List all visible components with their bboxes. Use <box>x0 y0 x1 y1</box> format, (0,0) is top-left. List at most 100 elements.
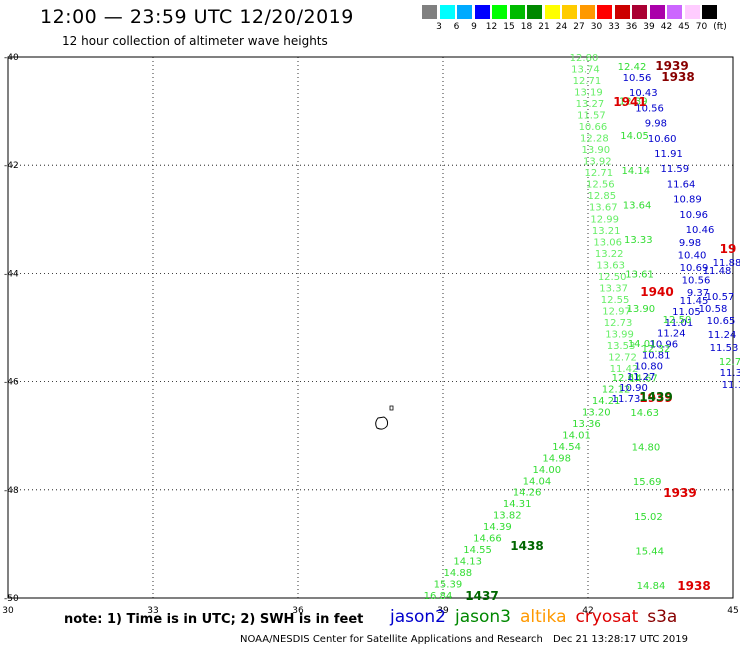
legend-label: 18 <box>520 22 533 32</box>
wave-height-value: 14.98 <box>542 453 571 464</box>
wave-height-value: 10.56 <box>623 73 652 84</box>
wave-height-value: 13.90 <box>627 304 656 315</box>
wave-height-value: 13.99 <box>605 329 634 340</box>
satellite-s3a: s3a <box>647 607 678 627</box>
legend-swatch <box>509 5 525 19</box>
pass-time-labels: 1939193819411940193919391938143914381437… <box>465 59 736 603</box>
axis-labels: 30 33 36 39 42 45 -40 -42 -44 -46 -48 -50 <box>2 53 738 616</box>
pass-time-label: 1437 <box>465 589 498 603</box>
wave-height-value: 11.45 <box>680 296 709 307</box>
legend-swatch <box>562 5 577 19</box>
wave-height-value: 10.66 <box>579 122 608 133</box>
wave-height-value: 12.7 <box>719 357 740 368</box>
wave-height-value: 13.90 <box>582 145 611 156</box>
island-islet <box>389 405 394 411</box>
wave-height-value: 11.53 <box>710 343 739 354</box>
pass-time-label: 19 <box>720 242 737 256</box>
wave-height-value: 14.84 <box>637 581 666 592</box>
wave-height-value: 12.50 <box>663 315 692 326</box>
wave-height-value: 15.39 <box>434 580 463 591</box>
wave-height-value: 12.32 <box>642 344 671 355</box>
wave-height-value: 9.98 <box>679 238 701 249</box>
pass-time-label: 1939 <box>639 391 672 405</box>
lat-tick-label: -42 <box>4 161 19 171</box>
legend-swatch <box>579 5 595 19</box>
legend-swatch <box>492 5 507 19</box>
pass-time-label: 1939 <box>663 486 696 500</box>
footer-timestamp: Dec 21 13:28:17 UTC 2019 <box>553 634 688 645</box>
wave-height-value: 9.37 <box>687 288 709 299</box>
legend-swatch <box>544 5 560 19</box>
wave-height-value: 10.81 <box>642 350 671 361</box>
legend-swatch <box>632 5 647 19</box>
lon-tick-label: 33 <box>147 606 158 616</box>
lon-tick-label: 45 <box>727 606 738 616</box>
wave-height-value: 12.50 <box>598 272 627 283</box>
wave-height-value: 10.65 <box>707 316 736 327</box>
pass-time-label: 1439 <box>639 390 672 404</box>
legend-swatch <box>597 5 612 19</box>
satellite-altika: altika <box>520 607 567 627</box>
legend-label: 42 <box>660 22 673 32</box>
wave-height-value: 12.42 <box>618 62 647 73</box>
wave-height-value: 14.01 <box>562 430 591 441</box>
lat-lon-grid <box>7 56 734 599</box>
wave-height-value: 10.89 <box>673 195 702 206</box>
pass-time-label: 1438 <box>510 539 543 553</box>
wave-height-value: 11.73 <box>612 394 641 405</box>
lon-tick-label: 42 <box>582 606 593 616</box>
wave-height-value: 11.57 <box>577 111 606 122</box>
wave-height-value: 14.31 <box>503 499 532 510</box>
wave-height-value: 10.96 <box>649 340 678 351</box>
wave-height-value: 13.27 <box>576 99 605 110</box>
wave-height-value: 12.80 <box>570 53 599 64</box>
wave-height-value: 10.40 <box>678 251 707 262</box>
lon-tick-label: 36 <box>292 606 304 616</box>
wave-height-value: 14.54 <box>552 442 581 453</box>
satellite-jason3: jason3 <box>455 607 511 627</box>
wave-height-value: 13.53 <box>607 341 636 352</box>
wave-height-value: 14.67 <box>629 373 658 384</box>
wave-height-value: 11.27 <box>627 372 656 383</box>
legend-swatch <box>439 5 455 19</box>
legend-label: 33 <box>608 22 620 32</box>
wave-height-value: 13.92 <box>583 157 612 168</box>
wave-height-value: 12.61 <box>612 373 641 384</box>
legend-label: 9 <box>471 22 477 32</box>
wave-height-value: 11.48 <box>703 266 732 277</box>
map-frame <box>7 56 734 599</box>
wave-height-value: 12.97 <box>602 306 631 317</box>
wave-height-value: 14.80 <box>632 443 661 454</box>
wave-height-value: 12.39 <box>619 97 648 108</box>
wave-height-value: 13.74 <box>571 65 600 76</box>
legend-label: 21 <box>538 22 550 32</box>
wave-height-value: 13.33 <box>624 235 653 246</box>
lat-tick-label: -50 <box>4 594 19 604</box>
legend-label: 3 <box>436 22 442 32</box>
legend-label: 27 <box>573 22 585 32</box>
legend-swatch <box>667 5 682 19</box>
legend-label: 45 <box>678 22 690 32</box>
wave-height-value: 13.19 <box>574 88 603 99</box>
lon-tick-label: 30 <box>2 606 14 616</box>
lat-tick-label: -40 <box>4 53 19 63</box>
pass-time-label: 1940 <box>640 285 673 299</box>
legend-label: 24 <box>555 22 568 32</box>
wave-height-value: 11.24 <box>708 330 737 341</box>
legend-swatch <box>702 5 717 19</box>
wave-height-value: 11.24 <box>657 329 686 340</box>
wave-height-value: 12.71 <box>584 168 613 179</box>
wave-height-value: 11.05 <box>672 307 701 318</box>
wave-height-value: 11.42 <box>610 364 639 375</box>
wave-height-value: 12.73 <box>604 318 633 329</box>
wave-height-value: 10.56 <box>682 276 711 287</box>
wave-height-value: 11.88 <box>713 258 740 269</box>
wave-height-value: 13.06 <box>593 237 622 248</box>
legend-unit: (ft) <box>713 22 727 32</box>
legend-swatch <box>649 5 665 19</box>
island-outline <box>375 405 394 430</box>
wave-height-value: 14.39 <box>483 522 512 533</box>
wave-height-value: 13.67 <box>589 203 618 214</box>
wave-height-value: 12.71 <box>573 76 602 87</box>
legend-swatch <box>614 5 630 19</box>
